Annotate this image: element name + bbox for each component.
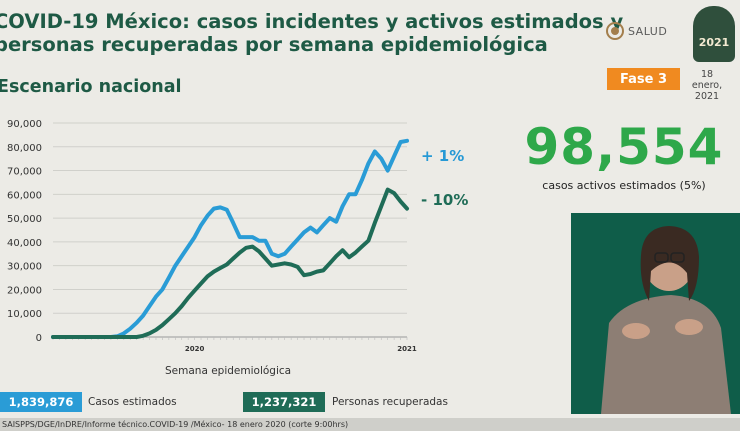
salud-emblem-icon xyxy=(606,22,624,40)
source-footer: SAISPPS/DGE/InDRE/Informe técnico.COVID-… xyxy=(0,418,740,431)
recovered-total-badge: 1,237,321 xyxy=(243,392,325,412)
salud-logo: SALUD xyxy=(606,22,667,40)
y-tick-label: 60,000 xyxy=(7,190,42,201)
title-line-1: COVID-19 México: casos incidentes y acti… xyxy=(0,10,624,33)
recovered-series-line xyxy=(51,187,409,339)
phase-badge: Fase 3 xyxy=(607,68,680,90)
y-tick-label: 50,000 xyxy=(7,214,42,225)
recovered-change-annotation: - 10% xyxy=(421,191,469,209)
year-seal-logo: 2021 xyxy=(693,6,735,62)
x-year-label: 2021 xyxy=(397,345,417,353)
recovered-legend-label: Personas recuperadas xyxy=(332,396,448,408)
y-tick-label: 20,000 xyxy=(7,285,42,296)
epidemic-line-chart: 0 10,000 20,000 30,000 40,000 50,000 60,000 70,… xyxy=(7,119,417,353)
interpreter-figure-icon xyxy=(601,226,731,414)
sign-language-interpreter-video xyxy=(571,213,740,414)
page-title: COVID-19 México: casos incidentes y acti… xyxy=(0,10,624,56)
x-axis-label: Semana epidemiológica xyxy=(165,365,292,377)
cases-change-annotation: + 1% xyxy=(421,147,465,165)
active-cases-label: casos activos estimados (5%) xyxy=(542,179,706,192)
date-line-1: 18 enero, xyxy=(691,69,723,91)
scenario-subtitle: Escenario nacional xyxy=(0,77,182,97)
y-tick-label: 30,000 xyxy=(7,262,42,273)
title-line-2: personas recuperadas por semana epidemio… xyxy=(0,33,548,56)
x-year-label: 2020 xyxy=(185,345,205,353)
cases-legend-label: Casos estimados xyxy=(88,396,177,408)
y-tick-label: 70,000 xyxy=(7,167,42,178)
date-line-2: 2021 xyxy=(694,91,720,102)
seal-year-text: 2021 xyxy=(698,36,730,49)
y-tick-label: 90,000 xyxy=(7,119,42,130)
y-tick-label: 0 xyxy=(36,333,42,344)
y-tick-label: 40,000 xyxy=(7,238,42,249)
y-tick-label: 80,000 xyxy=(7,143,42,154)
cases-total-badge: 1,839,876 xyxy=(0,392,82,412)
salud-logo-text: SALUD xyxy=(628,24,668,38)
y-tick-label: 10,000 xyxy=(7,309,42,320)
report-date: 18 enero, 2021 xyxy=(686,69,728,102)
active-cases-value: 98,554 xyxy=(524,118,724,176)
